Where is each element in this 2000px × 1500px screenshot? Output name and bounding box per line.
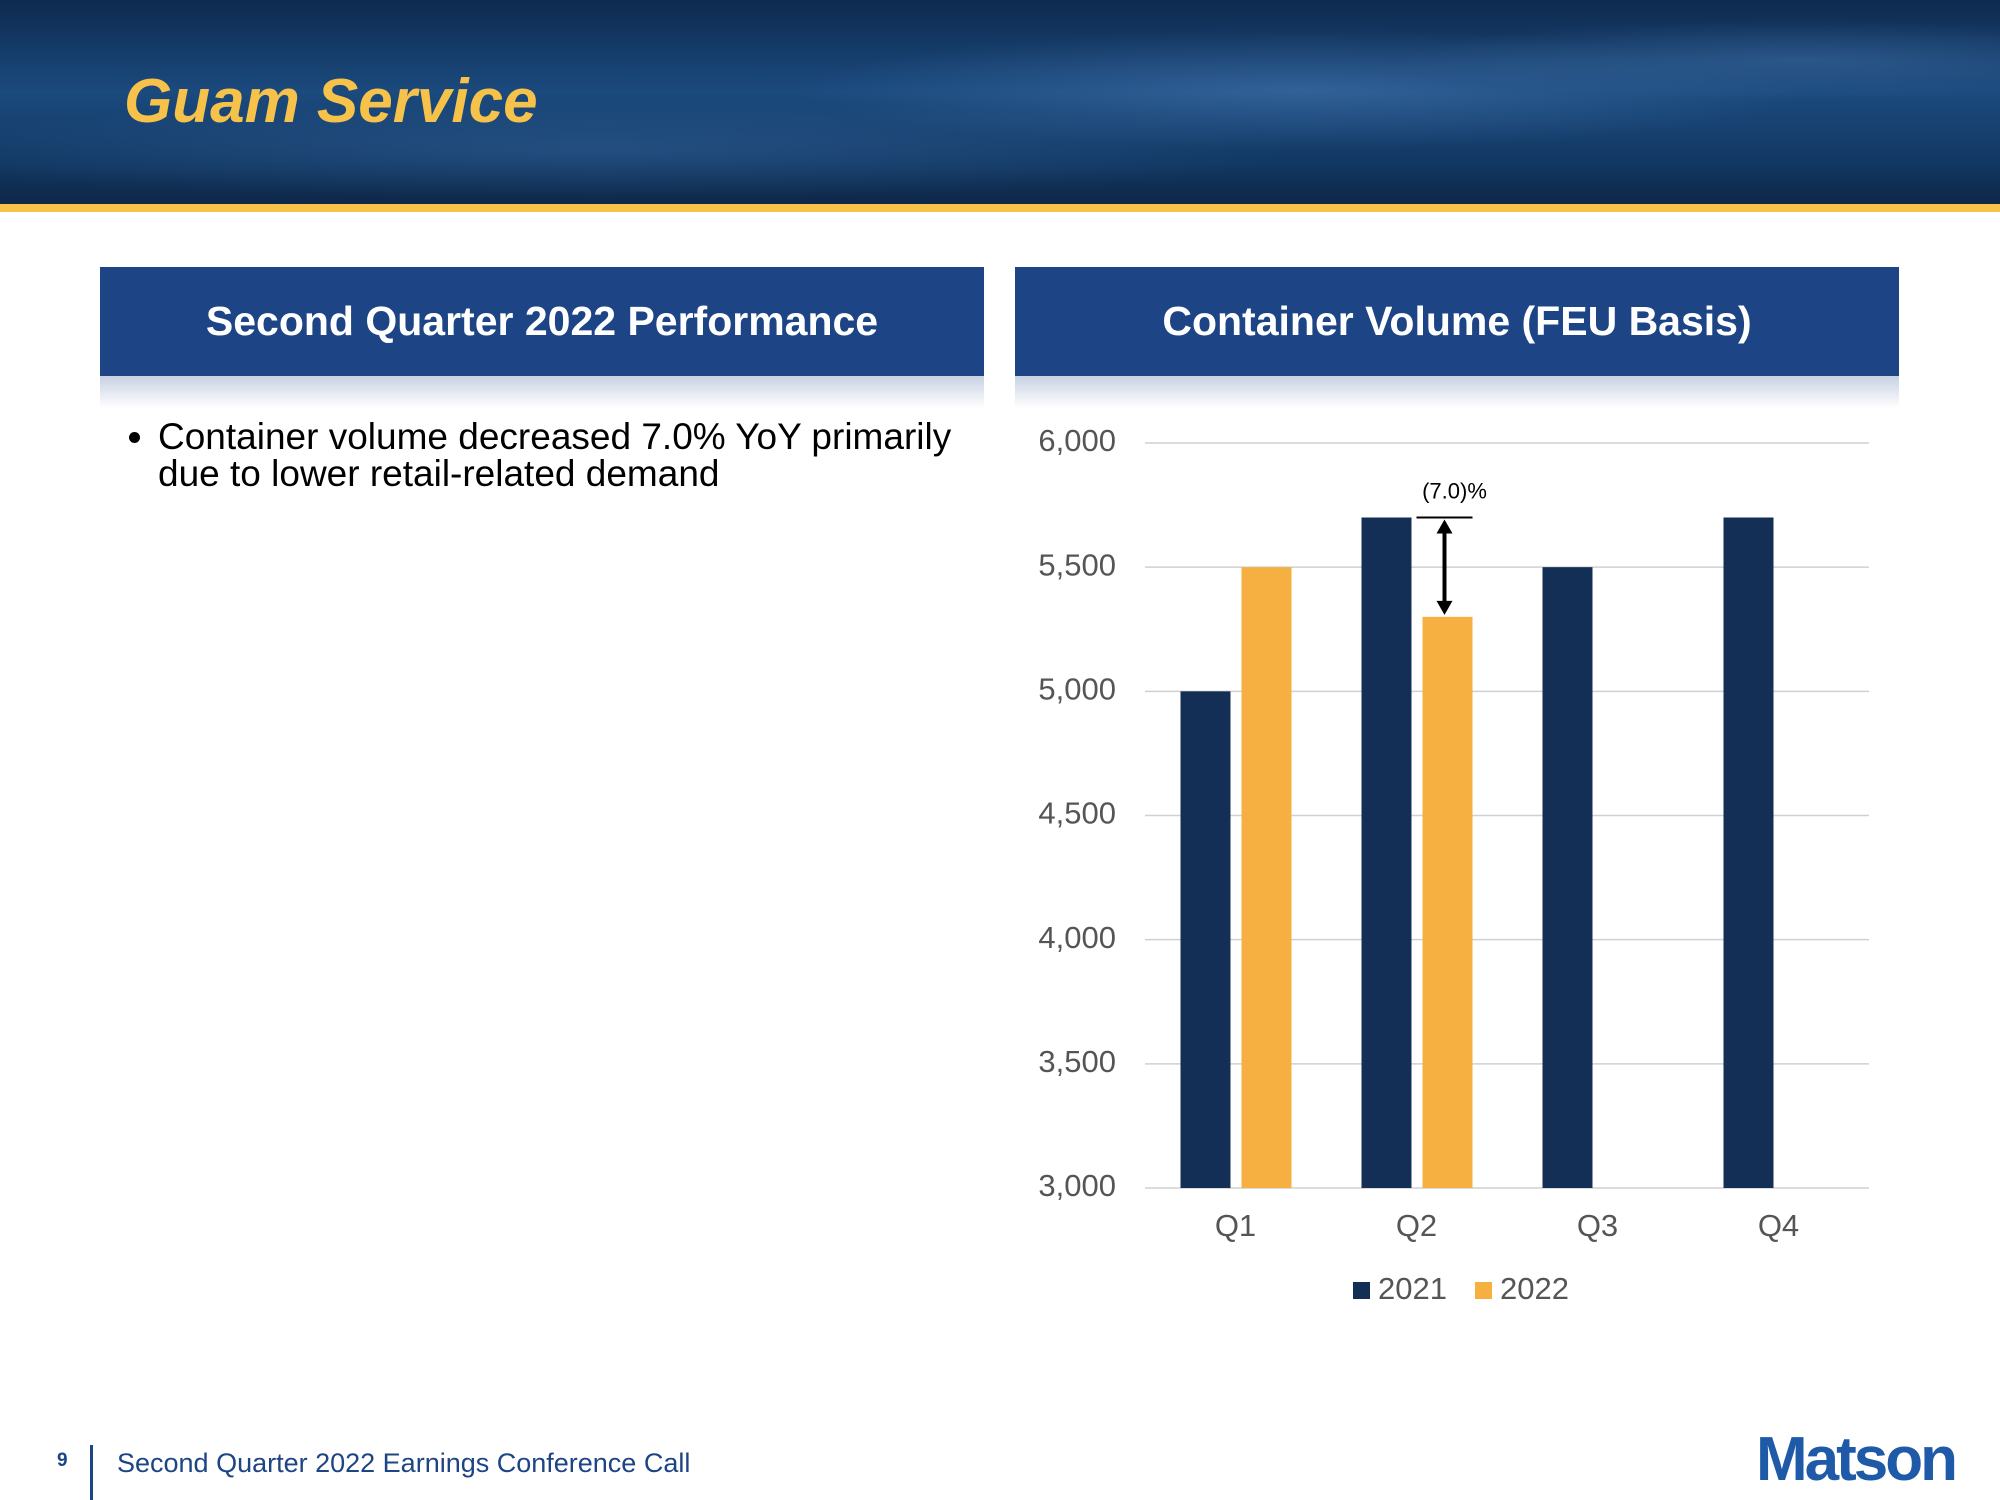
bar: [1361, 517, 1412, 1188]
y-tick-label: 3,000: [1038, 1168, 1116, 1203]
y-tick-label: 5,000: [1038, 672, 1116, 707]
y-tick-label: 3,500: [1038, 1044, 1116, 1079]
logo: Matson: [1756, 1425, 1958, 1494]
arrow-head: [1436, 600, 1453, 615]
panel-header: Container Volume (FEU Basis): [1015, 267, 1899, 376]
annotation: (7.0)%: [1422, 478, 1487, 503]
bar: [1723, 517, 1774, 1188]
bullet-list: Container volume decreased 7.0% YoY prim…: [118, 418, 988, 492]
bar: [1180, 691, 1231, 1188]
panel-shade: [1015, 376, 1899, 408]
x-tick-label: Q3: [1577, 1208, 1618, 1243]
panel-header: Second Quarter 2022 Performance: [100, 267, 984, 376]
y-tick-label: 6,000: [1038, 423, 1116, 458]
bullet: Container volume decreased 7.0% YoY prim…: [158, 418, 988, 492]
panel-shade: [100, 376, 984, 408]
slide-title: Guam Service: [124, 67, 538, 136]
header-banner: [0, 0, 2000, 204]
legend-label: 2022: [1500, 1271, 1569, 1306]
bar: [1422, 616, 1473, 1188]
page-number: 9: [57, 1450, 68, 1471]
x-tick-label: Q4: [1758, 1208, 1799, 1243]
legend-label: 2021: [1378, 1271, 1447, 1306]
footer-divider: [90, 1445, 93, 1500]
y-tick-label: 4,500: [1038, 796, 1116, 831]
y-tick-label: 5,500: [1038, 547, 1116, 582]
legend-swatch: [1353, 1282, 1370, 1299]
legend-swatch: [1475, 1282, 1492, 1299]
x-tick-label: Q1: [1215, 1208, 1256, 1243]
footer-text: Second Quarter 2022 Earnings Conference …: [117, 1448, 691, 1478]
x-tick-label: Q2: [1396, 1208, 1437, 1243]
arrow-head: [1436, 519, 1453, 534]
y-tick-label: 4,000: [1038, 920, 1116, 955]
bar: [1542, 567, 1593, 1188]
header-rule: [0, 204, 2000, 212]
bar: [1241, 567, 1292, 1188]
